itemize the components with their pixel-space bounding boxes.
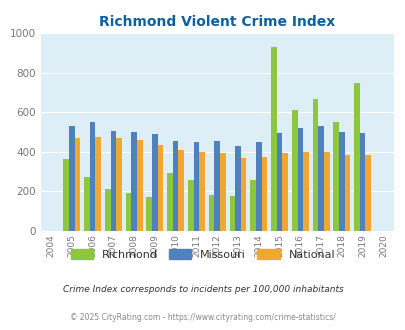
Bar [359,133,364,231]
Bar [250,180,255,231]
Bar [255,142,261,231]
Bar [276,133,281,231]
Bar [104,189,110,231]
Bar [178,150,183,231]
Bar [131,132,136,231]
Bar [297,128,303,231]
Title: Richmond Violent Crime Index: Richmond Violent Crime Index [99,15,335,29]
Legend: Richmond, Missouri, National: Richmond, Missouri, National [66,245,339,264]
Bar [344,155,350,231]
Bar [354,82,359,231]
Bar [110,131,116,231]
Bar [90,122,95,231]
Bar [167,173,173,231]
Bar [84,177,90,231]
Bar [157,146,163,231]
Bar [208,195,214,231]
Bar [152,134,157,231]
Bar [95,137,101,231]
Bar [136,140,142,231]
Bar [214,141,220,231]
Bar [318,126,323,231]
Bar [220,153,225,231]
Bar [234,146,240,231]
Bar [323,152,329,231]
Bar [69,126,75,231]
Bar [291,110,297,231]
Bar [126,193,131,231]
Bar [116,138,121,231]
Bar [261,156,266,231]
Text: © 2025 CityRating.com - https://www.cityrating.com/crime-statistics/: © 2025 CityRating.com - https://www.city… [70,313,335,322]
Bar [333,122,338,231]
Bar [303,152,308,231]
Bar [146,197,152,231]
Bar [188,180,193,231]
Text: Crime Index corresponds to incidents per 100,000 inhabitants: Crime Index corresponds to incidents per… [62,285,343,294]
Bar [338,132,344,231]
Bar [63,159,69,231]
Bar [199,152,205,231]
Bar [281,153,287,231]
Bar [173,141,178,231]
Bar [312,99,318,231]
Bar [271,47,276,231]
Bar [75,138,80,231]
Bar [193,142,199,231]
Bar [240,158,246,231]
Bar [364,155,370,231]
Bar [229,196,234,231]
